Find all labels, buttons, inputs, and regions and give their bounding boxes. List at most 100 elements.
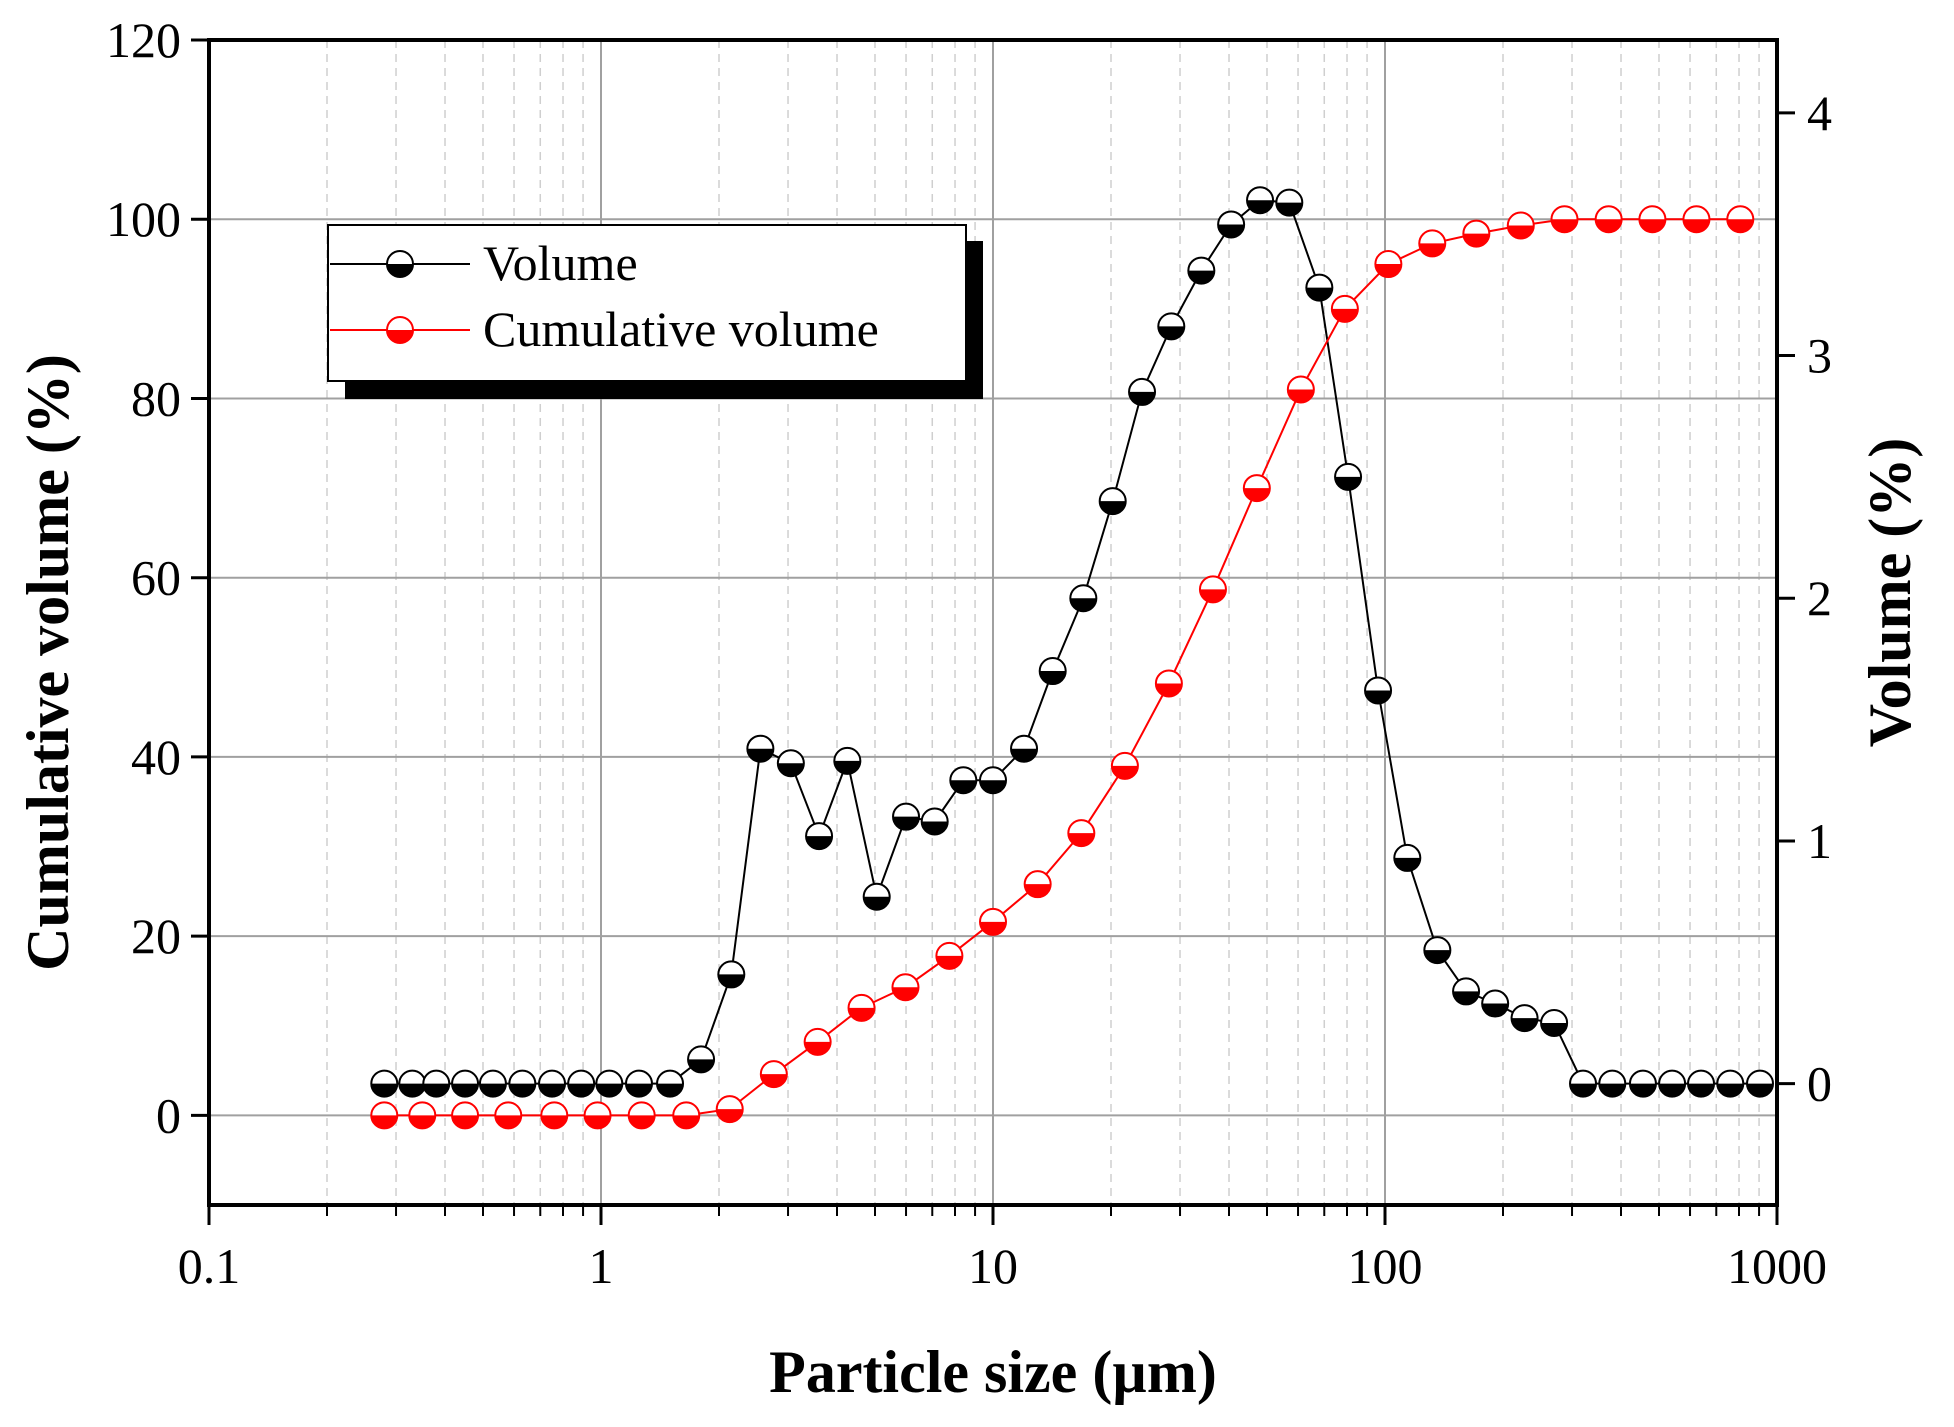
data-point-volume [656,1069,685,1098]
marker-fill [1507,225,1534,239]
data-point-cumulative-volume [370,1101,399,1130]
marker-fill [980,780,1006,794]
marker-fill [921,821,948,835]
data-point-cumulative-volume [847,993,876,1022]
y-left-tick-label: 80 [131,370,181,426]
marker-fill [628,1115,655,1129]
marker-fill [1629,1083,1656,1097]
data-point-volume [595,1069,624,1098]
data-point-cumulative-volume [672,1101,701,1130]
y-left-tick-label: 60 [131,550,181,606]
legend-label-volume: Volume [483,235,638,291]
grid [208,39,1778,1205]
marker-fill [1039,671,1066,685]
marker-fill [1155,683,1182,697]
marker-fill [716,1109,743,1123]
marker-fill [1099,501,1126,515]
marker-fill [834,760,861,774]
marker-fill [1717,1083,1744,1097]
marker-fill [1011,748,1038,762]
data-point-cumulative-volume [1110,751,1139,780]
data-point-volume [1305,273,1334,302]
marker-fill [1595,219,1622,233]
marker-fill [1599,1083,1626,1097]
marker-fill [1111,765,1138,779]
series-layer [370,186,1775,1130]
data-point-cumulative-volume [1506,211,1535,240]
marker-fill [1199,589,1226,603]
marker-fill [1453,991,1480,1005]
data-point-cumulative-volume [979,907,1007,936]
data-point-volume [1069,584,1098,613]
data-point-cumulative-volume [935,941,964,970]
data-point-volume [1334,462,1363,491]
marker-fill [1158,326,1185,340]
data-point-cumulative-volume [1067,819,1096,848]
data-point-cumulative-volume [1023,870,1052,899]
data-point-cumulative-volume [1462,219,1491,248]
marker-fill [371,1083,398,1097]
marker-fill [848,1007,875,1021]
data-point-volume [833,746,862,775]
data-point-volume [370,1069,399,1098]
data-point-volume [1481,989,1510,1018]
data-point-volume [1246,186,1275,215]
marker-fill [673,1115,700,1129]
data-point-volume [1038,657,1067,686]
marker-fill [1551,219,1578,233]
data-point-cumulative-volume [1154,669,1183,698]
data-point-volume [746,734,775,763]
marker-fill [1727,219,1754,233]
data-point-volume [1746,1069,1775,1098]
marker-fill [1247,200,1274,214]
marker-fill [657,1083,684,1097]
marker-fill [1747,1083,1774,1097]
marker-fill [1375,264,1402,278]
data-point-cumulative-volume [1242,474,1271,503]
data-point-cumulative-volume [1330,294,1359,323]
marker-fill [1287,389,1314,403]
data-point-cumulative-volume [1198,575,1227,604]
marker-fill [1276,202,1303,216]
data-point-volume [1217,210,1246,239]
marker-fill [1070,598,1097,612]
marker-fill [1419,243,1446,257]
data-point-cumulative-volume [715,1095,744,1124]
data-point-volume [451,1069,480,1098]
marker-fill [509,1083,536,1097]
data-point-cumulative-volume [1286,375,1315,404]
data-point-volume [892,802,921,831]
data-point-cumulative-volume [1594,205,1623,234]
marker-fill [892,987,919,1001]
marker-fill [495,1115,522,1129]
data-point-cumulative-volume [627,1101,656,1130]
marker-fill [1683,219,1710,233]
marker-fill [950,780,977,794]
data-point-cumulative-volume [1638,205,1667,234]
marker-fill [452,1083,479,1097]
data-point-volume [1598,1069,1627,1098]
y-left-tick-label: 0 [156,1087,181,1143]
y-left-tick-label: 120 [106,12,181,68]
data-point-cumulative-volume [1550,205,1579,234]
data-point-volume [949,766,978,795]
marker-fill [1541,1022,1568,1036]
data-point-volume [1187,256,1216,285]
series-volume [370,186,1775,1098]
y-right-tick-label: 2 [1807,570,1832,626]
marker-fill [893,816,920,830]
marker-fill [688,1059,715,1073]
marker-fill [1129,391,1156,405]
marker-fill [863,896,890,910]
marker-fill [1218,224,1245,238]
data-point-volume [1658,1069,1687,1098]
data-point-volume [920,807,949,836]
data-point-volume [567,1069,596,1098]
data-point-volume [1510,1004,1539,1033]
marker-fill [1570,1083,1597,1097]
data-point-volume [1010,734,1039,763]
marker-fill [1365,690,1392,704]
legend-marker-volume [386,250,414,278]
marker-fill [1331,308,1358,322]
marker-fill [804,1041,831,1055]
